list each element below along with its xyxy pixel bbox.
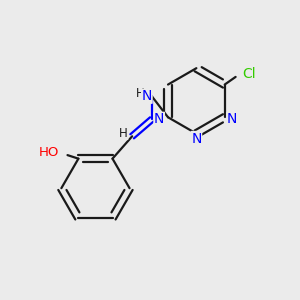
Text: HO: HO [39,146,59,159]
Text: N: N [154,112,164,126]
Text: Cl: Cl [242,67,256,81]
Text: H: H [119,127,128,140]
Text: N: N [142,89,152,103]
Text: N: N [191,131,202,146]
Text: H: H [136,87,145,100]
Text: N: N [227,112,237,127]
